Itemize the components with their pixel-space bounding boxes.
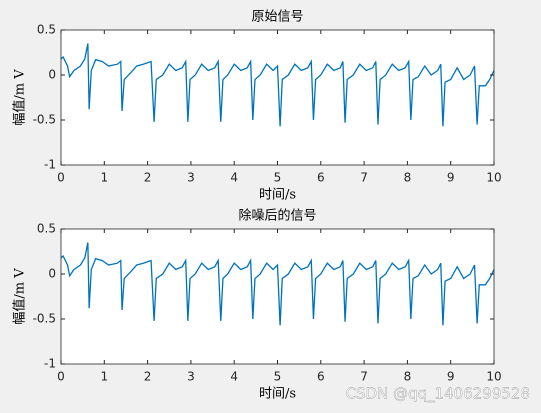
y-tick-label: 0.5 bbox=[37, 222, 56, 236]
y-tick-label: -1 bbox=[44, 158, 56, 172]
plot-area bbox=[61, 30, 494, 165]
y-axis-label: 幅值/m V bbox=[12, 69, 28, 126]
x-tick-label: 1 bbox=[100, 171, 108, 185]
y-tick-label: 0.5 bbox=[37, 23, 56, 37]
x-tick-label: 10 bbox=[486, 370, 501, 384]
x-tick-label: 1 bbox=[100, 370, 108, 384]
watermark: CSDN @qq_1406299528 bbox=[345, 385, 530, 404]
x-tick-label: 5 bbox=[274, 370, 282, 384]
y-tick-label: -1 bbox=[44, 357, 56, 371]
chart-title: 除噪后的信号 bbox=[238, 208, 316, 224]
x-tick-label: 9 bbox=[447, 171, 455, 185]
x-tick-label: 6 bbox=[317, 171, 325, 185]
x-axis-label: 时间/s bbox=[259, 188, 296, 203]
x-tick-label: 5 bbox=[274, 171, 282, 185]
signal-line bbox=[60, 242, 495, 326]
plot-area bbox=[61, 229, 494, 364]
y-axis-label: 幅值/m V bbox=[12, 268, 28, 325]
x-tick-label: 0 bbox=[57, 171, 65, 185]
x-tick-label: 8 bbox=[404, 171, 412, 185]
y-tick-label: -0.5 bbox=[33, 113, 56, 127]
x-tick-label: 7 bbox=[360, 171, 368, 185]
signal-line bbox=[60, 43, 495, 127]
x-axis-label: 时间/s bbox=[259, 387, 296, 402]
x-tick-label: 2 bbox=[144, 171, 152, 185]
chart-title: 原始信号 bbox=[251, 10, 303, 25]
x-tick-label: 8 bbox=[404, 370, 412, 384]
x-tick-label: 0 bbox=[57, 370, 65, 384]
x-tick-label: 3 bbox=[187, 171, 195, 185]
x-tick-label: 4 bbox=[230, 171, 238, 185]
x-tick-label: 10 bbox=[486, 171, 501, 185]
x-tick-label: 9 bbox=[447, 370, 455, 384]
x-tick-label: 6 bbox=[317, 370, 325, 384]
x-tick-label: 7 bbox=[360, 370, 368, 384]
y-tick-label: 0 bbox=[48, 267, 56, 281]
x-tick-label: 3 bbox=[187, 370, 195, 384]
x-tick-label: 4 bbox=[230, 370, 238, 384]
y-tick-label: -0.5 bbox=[33, 312, 56, 326]
y-tick-label: 0 bbox=[48, 68, 56, 82]
x-tick-label: 2 bbox=[144, 370, 152, 384]
